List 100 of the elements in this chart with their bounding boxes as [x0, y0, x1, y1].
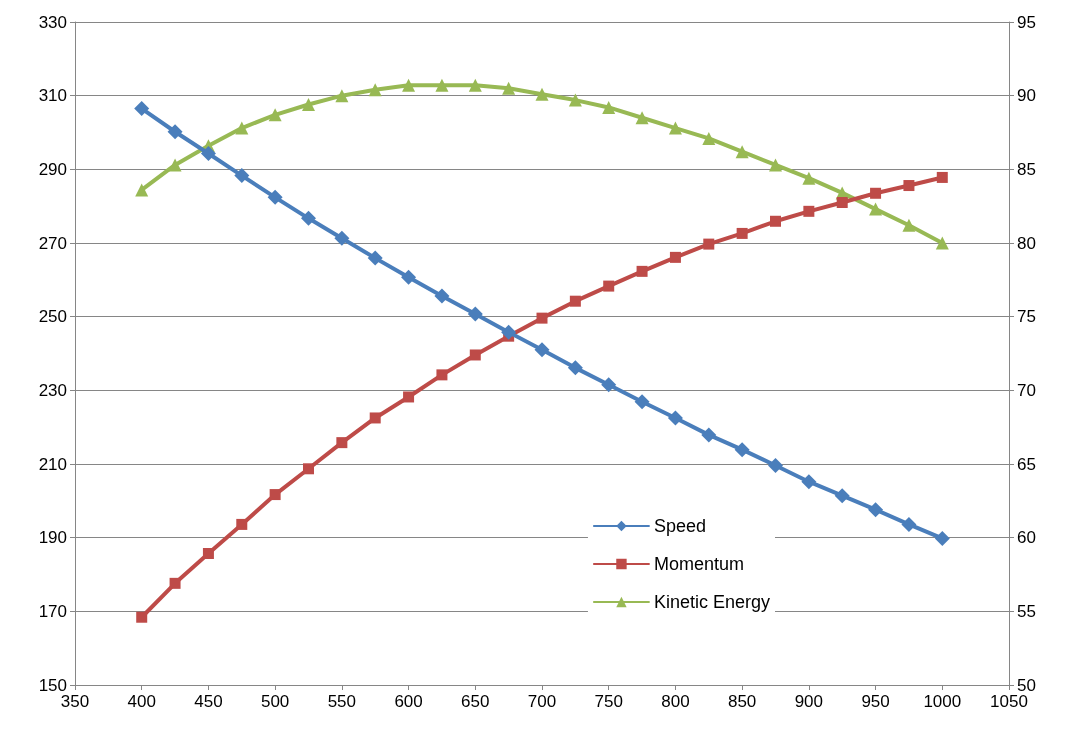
y-tick-label: 330: [38, 12, 67, 32]
point: [135, 183, 149, 197]
point: [467, 306, 483, 322]
point: [502, 81, 516, 95]
x-tick-label: 750: [594, 692, 623, 711]
point: [269, 489, 281, 501]
x-tick-label: 700: [527, 692, 557, 711]
y-tick-label: 170: [38, 601, 67, 621]
x-tick-label: 800: [661, 692, 690, 711]
point: [435, 78, 449, 92]
point: [236, 518, 248, 530]
x-tick-label: 500: [260, 692, 290, 711]
x-tick-label: 600: [394, 692, 423, 711]
legend-label: Kinetic Energy: [653, 591, 771, 612]
x-tick-label: 650: [461, 692, 490, 711]
point: [402, 78, 416, 92]
point: [636, 265, 648, 277]
point: [168, 158, 182, 172]
point: [802, 171, 816, 185]
point: [136, 611, 148, 623]
point: [769, 158, 782, 172]
point: [669, 251, 681, 263]
point: [903, 180, 915, 192]
y2-tick-label: 65: [1017, 454, 1036, 474]
point: [369, 412, 381, 424]
point: [167, 124, 183, 140]
x-tick-label: 450: [194, 692, 223, 711]
legend-label: Momentum: [653, 553, 744, 574]
point: [536, 312, 548, 324]
point: [834, 488, 850, 504]
point: [235, 121, 249, 135]
point: [534, 342, 550, 358]
point: [702, 131, 716, 145]
point: [803, 205, 815, 217]
point: [567, 360, 583, 376]
point: [468, 78, 482, 92]
point: [267, 189, 283, 205]
point: [134, 101, 150, 117]
point: [268, 108, 282, 122]
point: [869, 202, 883, 216]
point: [734, 442, 750, 458]
point: [334, 230, 350, 246]
x-tick-label: 850: [727, 692, 757, 711]
x-tick-label: 1000: [923, 692, 962, 711]
point: [901, 516, 917, 532]
point: [935, 236, 949, 250]
point: [602, 100, 616, 114]
point: [501, 324, 517, 340]
point: [200, 145, 216, 161]
x-tick-label: 550: [327, 692, 357, 711]
x-tick-label: 900: [794, 692, 824, 711]
y2-tick-label: 60: [1017, 528, 1036, 548]
x-tick-label: 400: [127, 692, 156, 711]
point: [569, 295, 581, 307]
y-tick-label: 290: [38, 159, 67, 179]
point: [401, 269, 417, 285]
point: [770, 215, 781, 227]
y2-tick-label: 75: [1017, 307, 1036, 327]
point: [403, 391, 415, 403]
y-tick-label: 190: [38, 528, 67, 548]
point: [703, 238, 715, 250]
point: [202, 548, 214, 560]
point: [603, 280, 615, 292]
point: [868, 502, 884, 518]
y2-tick-label: 50: [1017, 675, 1036, 695]
point: [535, 87, 549, 101]
legend-label: Speed: [653, 515, 707, 536]
point: [301, 210, 316, 226]
point: [635, 111, 649, 125]
point: [736, 227, 748, 239]
point: [936, 171, 948, 183]
point: [801, 474, 817, 490]
point: [469, 349, 481, 361]
point: [302, 98, 315, 112]
y-tick-label: 310: [38, 86, 67, 106]
point: [668, 121, 682, 135]
y2-tick-label: 55: [1017, 601, 1036, 621]
point: [601, 377, 617, 393]
y2-tick-label: 95: [1017, 12, 1036, 32]
x-tick-label: 1050: [990, 692, 1028, 711]
point: [634, 394, 650, 410]
point: [836, 196, 848, 208]
y-tick-label: 150: [38, 675, 67, 695]
y-tick-label: 270: [38, 233, 67, 253]
x-tick-label: 950: [861, 692, 890, 711]
y-tick-label: 210: [38, 454, 67, 474]
x-tick-label: 350: [60, 692, 90, 711]
y2-tick-label: 85: [1017, 159, 1036, 179]
y2-tick-label: 90: [1017, 86, 1036, 106]
point: [768, 457, 783, 473]
point: [434, 288, 450, 304]
point: [303, 463, 314, 475]
point: [701, 427, 717, 443]
point: [169, 577, 181, 589]
point: [934, 530, 950, 546]
point: [735, 145, 749, 159]
y2-tick-label: 70: [1017, 380, 1036, 400]
y-tick-label: 230: [38, 380, 67, 400]
point: [367, 250, 383, 266]
point: [870, 187, 882, 199]
